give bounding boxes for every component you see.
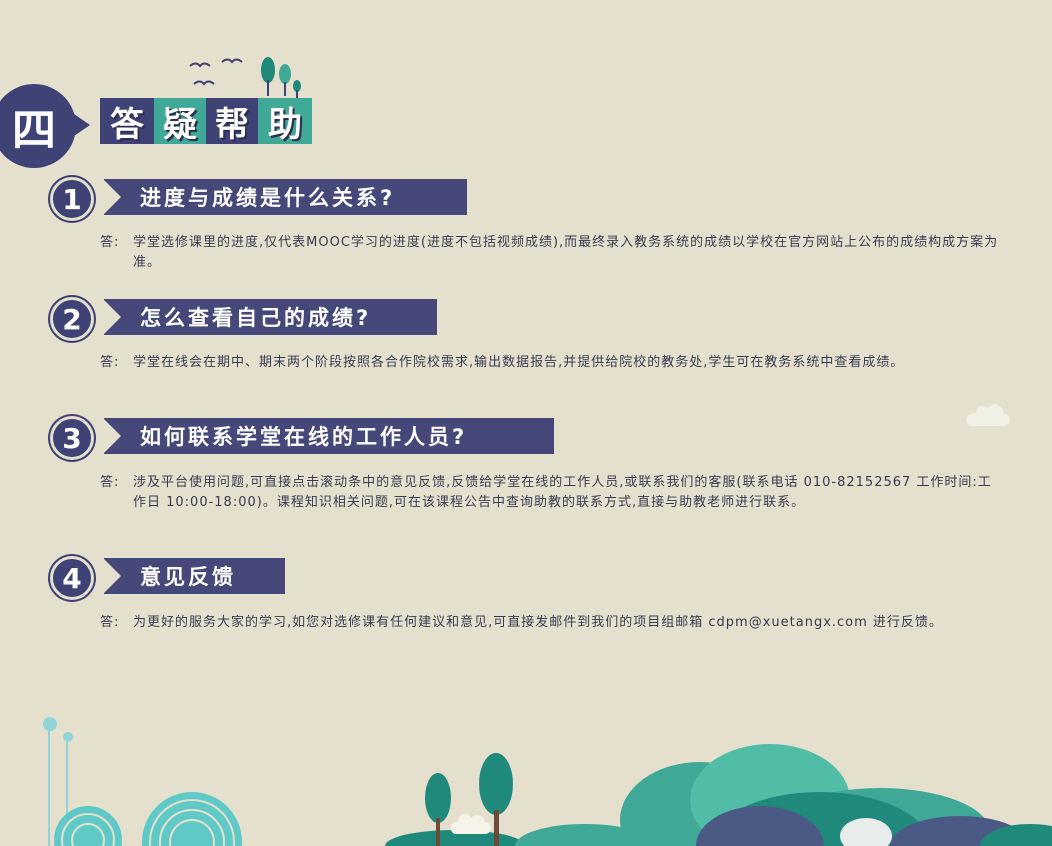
answer-text: 为更好的服务大家的学习,如您对选修课有任何建议和意见,可直接发邮件到我们的项目组… [133,615,943,630]
hill-icon [840,818,892,846]
tree-icon [479,753,513,815]
ring-bush-icon [54,806,122,846]
question-heading: 进度与成绩是什么关系? [103,179,467,215]
answer-label: 答: [100,355,120,370]
question-heading: 意见反馈 [103,558,285,594]
dandelion-icon [63,732,73,742]
question-number: 2 [62,302,82,336]
question-number-badge: 4 [50,556,94,600]
landscape-illustration [43,717,1052,846]
hill-icon [696,806,824,846]
question-text: 如何联系学堂在线的工作人员? [140,425,468,449]
answer-block: 答: 涉及平台使用问题,可直接点击滚动条中的意见反馈,反馈给学堂在线的工作人员,… [100,473,1000,512]
answer-text: 涉及平台使用问题,可直接点击滚动条中的意见反馈,反馈给学堂在线的工作人员,或联系… [133,475,992,510]
section-number-badge: 四 [0,84,76,168]
page-title-char: 助 [258,98,312,145]
cloud-icon [450,813,491,834]
question-text: 进度与成绩是什么关系? [140,186,396,210]
question-number: 3 [62,421,82,455]
tree-icon [279,64,291,84]
question-heading: 怎么查看自己的成绩? [103,299,437,335]
answer-text: 学堂选修课里的进度,仅代表MOOC学习的进度(进度不包括视频成绩),而最终录入教… [133,235,999,270]
cloud-icon [966,404,1010,426]
answer-block: 答: 学堂在线会在期中、期末两个阶段按照各合作院校需求,输出数据报告,并提供给院… [100,353,1000,373]
question-number-badge: 2 [50,297,94,341]
answer-block: 答: 学堂选修课里的进度,仅代表MOOC学习的进度(进度不包括视频成绩),而最终… [100,233,1000,272]
question-number-badge: 3 [50,416,94,460]
tree-icon [293,80,301,92]
page-title-char: 答 [100,98,154,145]
answer-label: 答: [100,235,120,250]
section-arrow-icon [74,114,90,136]
section-number: 四 [12,105,56,156]
hill-icon [515,824,655,846]
hill-icon [385,830,525,846]
tree-icon [425,773,451,823]
bird-icon [189,62,211,68]
answer-label: 答: [100,615,120,630]
answer-block: 答: 为更好的服务大家的学习,如您对选修课有任何建议和意见,可直接发邮件到我们的… [100,613,1000,633]
page-title-char: 疑 [154,98,206,145]
bird-icon [221,58,243,64]
tree-icon [261,57,275,83]
bird-icon [193,80,215,86]
answer-label: 答: [100,475,120,490]
hill-icon [980,824,1052,846]
dandelion-icon [43,717,57,731]
birds-trees-decoration [189,57,301,98]
question-heading: 如何联系学堂在线的工作人员? [103,418,554,454]
page-title-char: 帮 [206,98,258,145]
question-number-badge: 1 [50,177,94,221]
question-text: 意见反馈 [140,565,236,589]
question-number: 4 [62,561,82,595]
answer-text: 学堂在线会在期中、期末两个阶段按照各合作院校需求,输出数据报告,并提供给院校的教… [133,355,905,370]
question-number: 1 [62,182,82,216]
question-text: 怎么查看自己的成绩? [140,306,372,330]
